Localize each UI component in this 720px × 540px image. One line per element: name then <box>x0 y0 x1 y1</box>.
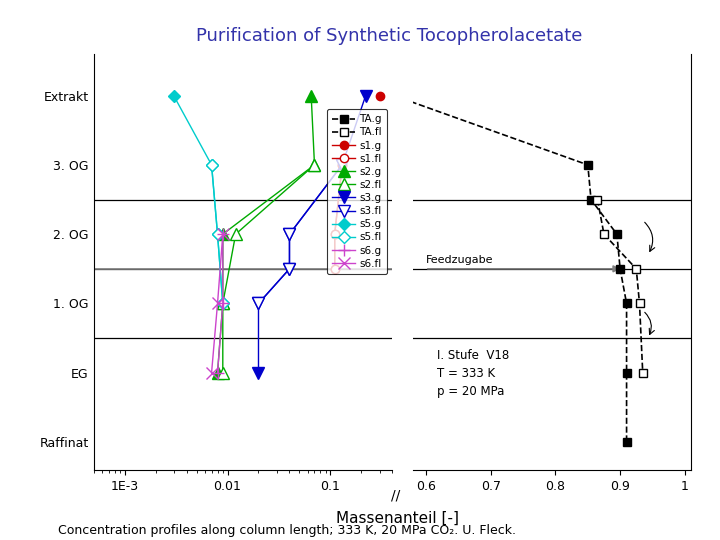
Legend: TA.g, TA.fl, s1.g, s1.fl, s2.g, s2.fl, s3.g, s3.fl, s5.g, s5.fl, s6.g, s6.fl: TA.g, TA.fl, s1.g, s1.fl, s2.g, s2.fl, s… <box>327 109 387 274</box>
Text: Massenanteil [-]: Massenanteil [-] <box>336 511 459 526</box>
Text: Feedzugabe: Feedzugabe <box>426 255 494 265</box>
Text: //: // <box>391 489 400 503</box>
Text: Purification of Synthetic Tocopherolacetate: Purification of Synthetic Tocopherolacet… <box>196 27 582 45</box>
Text: I. Stufe  V18
T = 333 K
p = 20 MPa: I. Stufe V18 T = 333 K p = 20 MPa <box>437 348 510 397</box>
Text: Concentration profiles along column length; 333 K, 20 MPa CO₂. U. Fleck.: Concentration profiles along column leng… <box>58 524 516 537</box>
